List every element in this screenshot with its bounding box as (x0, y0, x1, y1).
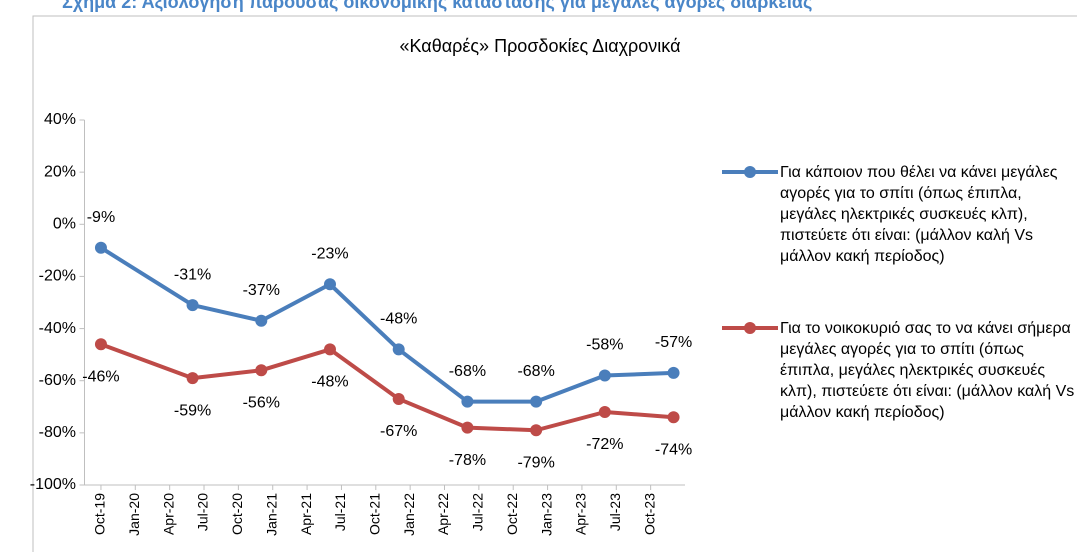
x-tick-label: Apr-22 (435, 493, 451, 535)
x-tick-label: Jul-23 (607, 493, 623, 531)
legend-marker (744, 166, 756, 178)
point (186, 299, 199, 312)
data-label: -46% (82, 368, 119, 385)
x-tick-label: Jan-20 (126, 493, 142, 536)
data-label: -48% (311, 374, 348, 391)
legend-label: Για το νοικοκυριό σας το να κάνει σήμερα… (780, 320, 1075, 421)
data-label: -58% (586, 337, 623, 354)
point (323, 278, 336, 291)
data-label: -48% (380, 311, 417, 328)
point (530, 395, 543, 408)
data-label: -67% (380, 423, 417, 440)
data-label: -78% (449, 452, 486, 469)
x-tick-label: Oct-21 (367, 493, 383, 535)
point (255, 314, 268, 327)
point (530, 424, 543, 437)
y-tick-label: -20% (39, 268, 76, 285)
chart-frame (32, 15, 1077, 552)
point (667, 366, 680, 379)
point (461, 395, 474, 408)
x-tick-label: Jul-22 (470, 493, 486, 531)
data-label: -31% (174, 266, 211, 283)
data-label: -79% (517, 454, 554, 471)
data-label: -59% (174, 402, 211, 419)
x-tick-label: Apr-20 (160, 493, 176, 535)
y-tick-label: -100% (30, 476, 76, 493)
data-label: -68% (517, 363, 554, 380)
point (94, 241, 107, 254)
x-tick-label: Oct-19 (92, 493, 108, 535)
point (598, 369, 611, 382)
point (186, 372, 199, 385)
point (323, 343, 336, 356)
data-label: -74% (655, 441, 692, 458)
x-tick-label: Oct-23 (641, 493, 657, 535)
x-tick-label: Apr-23 (573, 493, 589, 535)
y-tick-label: -40% (39, 320, 76, 337)
y-tick-label: 20% (44, 163, 76, 180)
y-tick-label: -80% (39, 424, 76, 441)
x-tick-label: Jul-20 (195, 493, 211, 531)
chart-title: «Καθαρές» Προσδοκίες Διαχρονικά (400, 36, 681, 56)
point (667, 411, 680, 424)
x-tick-label: Jul-21 (332, 493, 348, 531)
point (94, 338, 107, 351)
legend-marker (744, 322, 756, 334)
data-label: -37% (243, 282, 280, 299)
data-label: -23% (311, 245, 348, 262)
data-label: -72% (586, 436, 623, 453)
y-tick-label: 40% (44, 111, 76, 128)
x-tick-label: Jan-22 (401, 493, 417, 536)
point (461, 421, 474, 434)
y-tick-label: 0% (53, 216, 76, 233)
x-tick-label: Jan-21 (263, 493, 279, 536)
point (255, 364, 268, 377)
point (598, 406, 611, 418)
data-label: -56% (243, 395, 280, 412)
data-label: -9% (87, 209, 115, 226)
data-label: -57% (655, 334, 692, 351)
x-tick-label: Oct-20 (229, 493, 245, 535)
header: Σχήμα 2: Αξιολόγηση παρούσας οικονομικής… (62, 0, 812, 13)
point (392, 343, 405, 356)
y-tick-label: -60% (39, 372, 76, 389)
data-label: -68% (449, 363, 486, 380)
legend-label: Για κάποιον που θέλει να κάνει μεγάλες α… (780, 164, 1058, 265)
point (392, 392, 405, 405)
x-tick-label: Jan-23 (538, 493, 554, 536)
x-tick-label: Apr-21 (298, 493, 314, 535)
x-tick-label: Oct-22 (504, 493, 520, 535)
